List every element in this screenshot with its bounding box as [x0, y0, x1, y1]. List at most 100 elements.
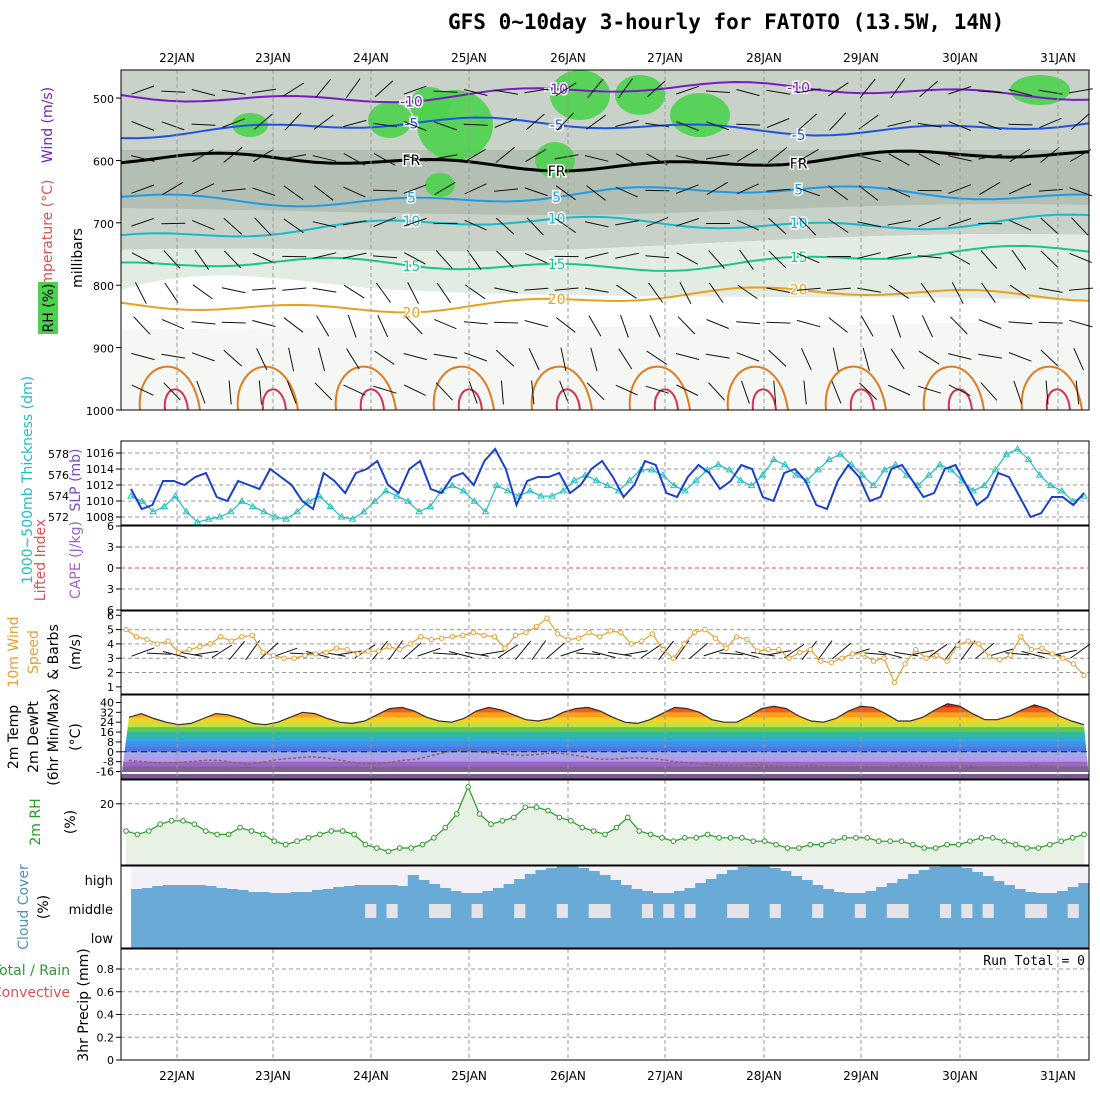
thickness-tick-0: 572: [48, 511, 69, 524]
thickness-point-58: [769, 455, 778, 462]
wind10m-barb-0-59: [1070, 643, 1091, 659]
rh2m-point-16: [305, 835, 312, 841]
upper-air-barb-0-9: [403, 85, 427, 95]
upper-air-barb-9-26: [917, 385, 942, 394]
upper-air-tick-5: 1000: [86, 405, 114, 418]
cloud-high-cell-18: [322, 889, 334, 893]
cloud-high-cell-58: [748, 866, 760, 893]
wind10m-barb-0-8: [259, 642, 279, 660]
rh2m-point-62: [830, 838, 836, 845]
rh2m-point-79: [1024, 845, 1030, 851]
wind10m-point-15: [281, 655, 287, 661]
thickness-point-65: [847, 460, 856, 468]
isotherm-label-15-5-1: 15: [548, 257, 566, 273]
upper-air-barb-9-6: [314, 382, 333, 401]
rh2m-point-4: [168, 818, 175, 824]
cloud-mid-cell-68: [854, 904, 866, 918]
upper-air-barb-9-28: [980, 382, 998, 401]
upper-air-barb-9-13: [531, 380, 535, 405]
cloud-high-cell-47: [631, 889, 643, 893]
thickness-point-59: [780, 460, 789, 468]
thickness-point-33: [492, 481, 501, 489]
thickness-point-37: [537, 492, 545, 499]
wind10m-barb-0-35: [689, 642, 708, 660]
temp2m-tick-6: -8: [103, 756, 114, 769]
upper-air-barb-9-23: [831, 380, 842, 404]
rh2m-point-45: [636, 828, 643, 834]
cloud-mid-cell-36: [514, 904, 526, 918]
bottom-date-label-9: 31JAN: [1040, 1069, 1076, 1083]
cloud-high-cell-71: [886, 883, 898, 893]
thickness-point-79: [1002, 450, 1011, 457]
wind10m-point-30: [439, 635, 445, 641]
rh2m-point-84: [1081, 831, 1087, 838]
cloud-gap: [121, 866, 131, 948]
upper-air-barb-9-14: [559, 380, 569, 404]
thickness-point-16: [304, 497, 313, 504]
upper-air-barb-8-14: [560, 347, 567, 372]
upper-air-barb-2-1: [161, 154, 186, 160]
rh-blob-0: [368, 102, 412, 138]
upper-air-barb-1-20: [736, 123, 761, 126]
rh2m-point-35: [522, 804, 529, 811]
upper-air-barb-1-3: [222, 118, 245, 128]
thickness-tick-3: 578: [48, 448, 69, 461]
wind10m-point-83: [997, 657, 1003, 663]
isotherm-label--10-0-0: -10: [400, 95, 423, 111]
upper-air-barb-3-0: [131, 184, 155, 194]
rh-label-swatch: [38, 282, 58, 334]
thickness-point-78: [991, 465, 1000, 473]
rh-blob-2: [410, 87, 450, 123]
upper-air-barb-0-28: [978, 90, 1003, 94]
bottom-date-label-3: 25JAN: [451, 1069, 487, 1083]
cloud-high-cell-9: [226, 889, 238, 893]
cloud-high-cell-83: [1014, 889, 1026, 893]
wind10m-point-31: [449, 634, 456, 640]
upper-air-barb-6-20: [737, 284, 758, 300]
slp-frame: [120, 440, 1090, 526]
upper-air-barb-8-19: [705, 353, 730, 359]
upper-air-barb-3-15: [586, 185, 606, 201]
wind10m-point-23: [365, 648, 371, 654]
upper-air-barb-0-15: [587, 78, 604, 99]
wind10m-point-16: [291, 655, 298, 661]
upper-air-barb-5-31: [1069, 252, 1092, 264]
upper-air-barb-5-26: [917, 255, 942, 259]
rh2m-point-23: [385, 848, 392, 855]
cloud-high-cell-64: [812, 885, 824, 893]
rh2m-point-28: [442, 824, 449, 831]
wind10m-point-36: [502, 645, 508, 651]
rh2m-point-14: [282, 841, 289, 848]
wind10m-barb-0-41: [783, 643, 805, 659]
top-date-label-1: 23JAN: [255, 51, 291, 65]
wind10m-point-72: [881, 655, 887, 661]
upper-air-barb-9-15: [586, 382, 605, 401]
upper-air-barb-4-18: [675, 218, 699, 227]
bottom-date-label-0: 22JAN: [159, 1069, 195, 1083]
hot-loop-5: [653, 388, 679, 411]
thickness-point-10: [237, 497, 246, 504]
upper-air-barb-3-8: [373, 189, 398, 192]
wind10m-barb-0-47: [878, 650, 902, 659]
upper-air-barb-2-6: [312, 155, 337, 162]
cloud-high-cell-34: [492, 888, 504, 893]
wind10m-barb-0-38: [735, 651, 759, 659]
upper-air-barb-9-9: [403, 384, 426, 396]
upper-air-barb-9-11: [468, 380, 478, 404]
upper-air-barb-8-6: [318, 347, 326, 372]
thickness-point-50: [681, 486, 689, 494]
upper-air-barb-1-24: [858, 114, 879, 130]
wind10m-point-10: [228, 638, 235, 644]
upper-air-barb-4-27: [948, 218, 972, 227]
cloud-high-cell-12: [258, 892, 270, 893]
wind10m-barb-0-43: [817, 640, 833, 661]
cloud-high-cell-89: [1078, 883, 1090, 893]
upper-air-barb-5-27: [948, 252, 971, 265]
upper-air-barb-8-20: [736, 352, 760, 362]
thickness-point-26: [415, 507, 423, 515]
upper-air-barb-5-17: [645, 255, 670, 259]
upper-air-barb-3-29: [1008, 183, 1032, 195]
chart-title: GFS 0~10day 3-hourly for FATOTO (13.5W, …: [448, 10, 1005, 34]
upper-air-barb-1-2: [191, 123, 216, 126]
wind10m-point-80: [965, 638, 971, 644]
